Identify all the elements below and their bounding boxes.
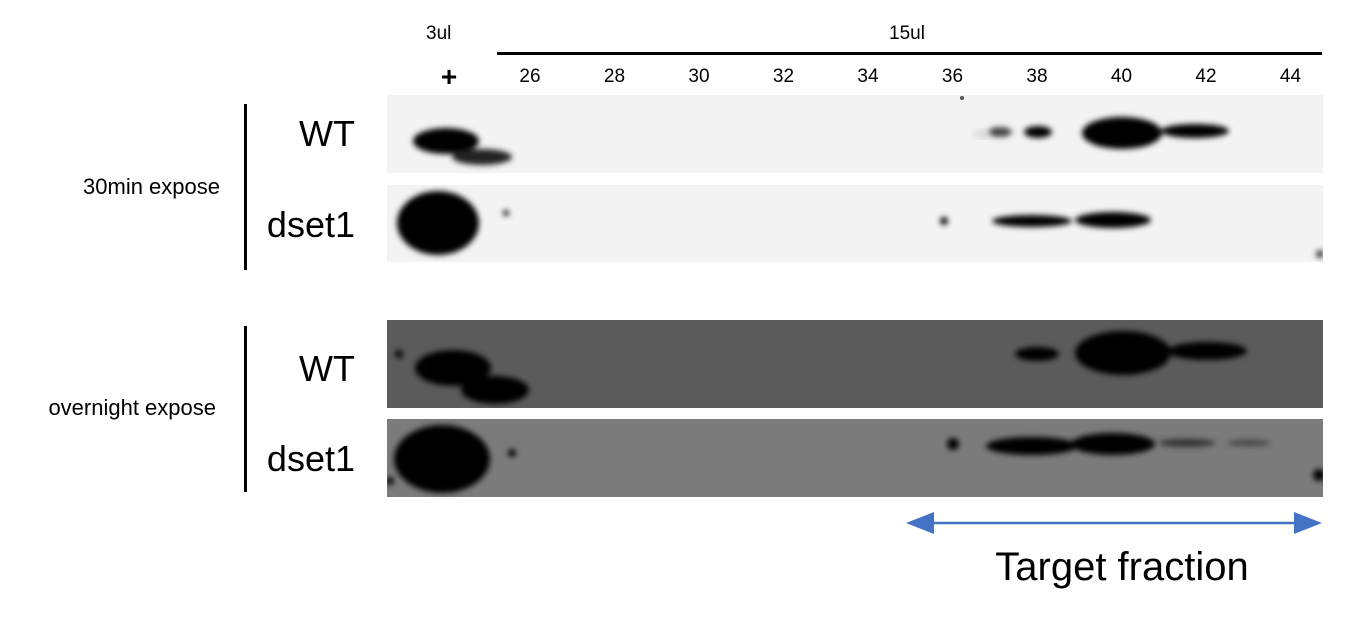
volume-label-fractions: 15ul (889, 23, 925, 44)
lane-number-40: 40 (1110, 66, 1133, 87)
group-label-overnight: overnight expose (48, 395, 216, 420)
lane-number-30: 30 (688, 66, 710, 87)
lane-number-34: 34 (857, 66, 879, 87)
group-label-30min: 30min expose (83, 174, 220, 199)
group-bracket-overnight (244, 326, 247, 492)
lane-number-38: 38 (1026, 66, 1048, 87)
lane-number-32: 32 (772, 66, 795, 87)
lane-number-26: 26 (519, 66, 541, 87)
lane-number-28: 28 (603, 66, 626, 87)
sample-label-dset1-overnight: dset1 (266, 438, 355, 479)
sample-label-wt-30min: WT (299, 113, 355, 154)
target-fraction-label: Target fraction (995, 545, 1249, 589)
blot-overnight-dset1 (387, 419, 1323, 497)
target-fraction-arrow (906, 508, 1322, 538)
lane-number-44: 44 (1279, 66, 1302, 87)
blot-30min-wt (387, 95, 1323, 173)
lane-number-42: 42 (1195, 66, 1217, 87)
group-bracket-30min (244, 104, 247, 270)
sample-label-dset1-30min: dset1 (266, 204, 355, 245)
volume-label-plus: 3ul (426, 23, 452, 44)
sample-label-wt-overnight: WT (299, 348, 355, 389)
fraction-bracket-line (497, 52, 1322, 55)
blot-overnight-wt (387, 320, 1323, 408)
positive-control-symbol: + (440, 61, 458, 92)
lane-number-36: 36 (941, 66, 964, 87)
blot-30min-dset1 (387, 185, 1323, 262)
